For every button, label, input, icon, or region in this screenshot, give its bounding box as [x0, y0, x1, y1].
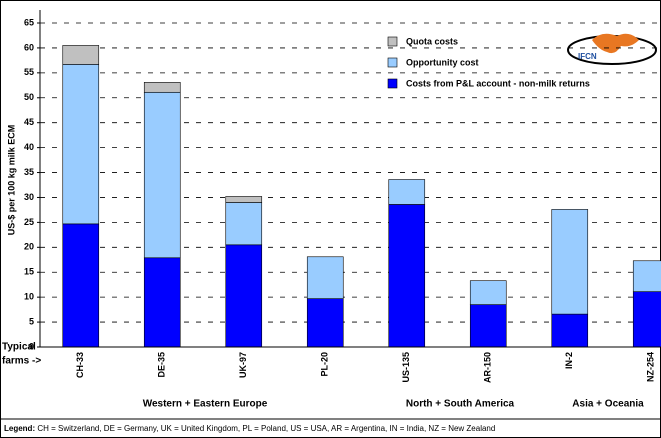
bar-segment: [388, 204, 426, 348]
y-tick-label: 5: [29, 316, 34, 326]
y-axis-label: US-$ per 100 kg milk ECM: [6, 125, 16, 236]
logo-text: IFCN: [578, 52, 597, 61]
bar-segment: [551, 313, 589, 348]
bar-segment: [62, 64, 100, 225]
bar-segment: [62, 45, 100, 65]
x-tick-label: UK-97: [238, 352, 248, 378]
y-tick-label: 40: [24, 142, 34, 152]
x-tick-label: DE-35: [157, 352, 167, 378]
footnote-text: CH = Switzerland, DE = Germany, UK = Uni…: [35, 424, 495, 433]
y-tick-label: 15: [24, 267, 34, 277]
y-tick-label: 35: [24, 167, 34, 177]
footnote: Legend: CH = Switzerland, DE = Germany, …: [4, 424, 495, 433]
bar-segment: [388, 179, 426, 205]
y-tick-label: 45: [24, 117, 34, 127]
logo: IFCN: [567, 33, 657, 65]
y-tick-label: 25: [24, 217, 34, 227]
bar-segment: [306, 256, 344, 299]
bar-segment: [143, 82, 181, 93]
legend-swatch: [387, 57, 398, 68]
y-tick-label: 10: [24, 292, 34, 302]
x-tick-label: PL-20: [320, 352, 330, 377]
bar-segment: [469, 280, 507, 305]
y-tick-label: 60: [24, 42, 34, 52]
x-tick-label: US-135: [401, 352, 411, 383]
y-tick-label: 50: [24, 92, 34, 102]
x-tick-label: CH-33: [75, 352, 85, 378]
x-tick-label: NZ-254: [646, 352, 656, 382]
row-label: Typical: [2, 342, 36, 353]
x-tick-label: AR-150: [483, 352, 493, 383]
bar-segment: [225, 244, 263, 348]
group-label: Asia + Oceania: [572, 399, 644, 410]
bar-segment: [225, 196, 263, 203]
y-tick-label: 0: [29, 341, 34, 351]
y-tick-label: 65: [24, 17, 34, 27]
y-tick-label: 20: [24, 242, 34, 252]
legend-label: Opportunity cost: [406, 57, 479, 67]
y-tick-label: 30: [24, 192, 34, 202]
bar-segment: [632, 291, 661, 348]
bar-segment: [469, 304, 507, 348]
bar-segment: [143, 91, 181, 259]
bar-segment: [306, 298, 344, 348]
group-label: Western + Eastern Europe: [143, 399, 268, 410]
x-tick-label: IN-2: [564, 352, 574, 369]
group-label: North + South America: [406, 399, 515, 410]
bar-segment: [62, 223, 100, 348]
legend-swatch: [387, 78, 398, 89]
logo-globe: [592, 33, 639, 54]
footnote-label: Legend:: [4, 424, 35, 433]
bar-segment: [143, 257, 181, 348]
bar-segment: [551, 209, 589, 315]
bar-segment: [225, 202, 263, 246]
legend-swatch: [387, 36, 398, 47]
row-label: farms ->: [2, 356, 41, 367]
y-tick-label: 55: [24, 67, 34, 77]
bar-segment: [632, 260, 661, 292]
legend-label: Quota costs: [406, 36, 458, 46]
legend-label: Costs from P&L account - non-milk return…: [406, 78, 590, 88]
